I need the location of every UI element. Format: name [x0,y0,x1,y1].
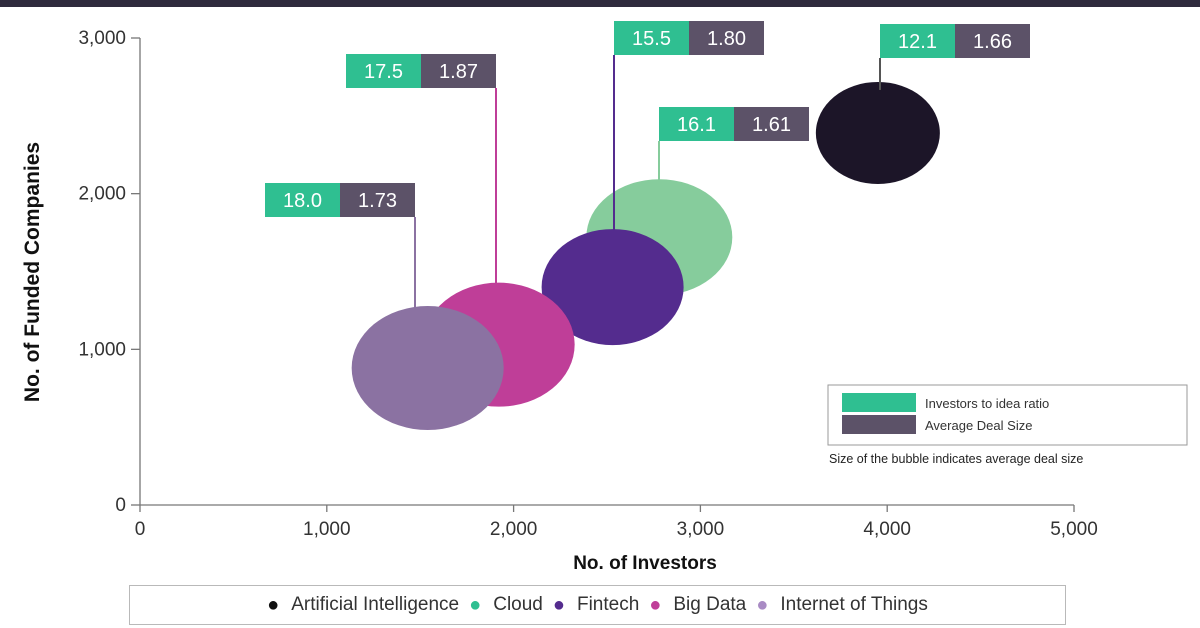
y-tick-label: 1,000 [78,339,126,360]
legend-item-fintech: ● Fintech [553,594,639,616]
bubble-fintech [541,229,684,346]
deal-box-internet-of-things [340,183,415,217]
series-legend: ● Artificial Intelligence ● Cloud ● Fintech ● B… [129,585,1066,625]
bubble-artificial-intelligence [815,81,940,184]
legend-label: Fintech [576,594,640,615]
x-tick-label: 3,000 [677,519,725,540]
legend-label: Big Data [673,594,747,615]
legend-label: Cloud [493,594,543,615]
ratio-box-fintech [614,21,689,55]
deal-box-fintech [689,21,764,55]
legend-dot-icon: ● [649,594,662,616]
y-tick-label: 0 [115,495,126,516]
deal-box-big-data [421,54,496,88]
legend-item-internet-of-things: ● Internet of Things [756,594,928,616]
bubble-chart: 0 1,000 2,000 3,000 0 1,000 2,000 3,000 4,000 5,0… [21,21,1188,574]
ratio-legend-label: Investors to idea ratio [925,396,1049,411]
legend-dot-icon: ● [469,594,482,616]
x-tick-label: 2,000 [490,519,538,540]
legend-dot-icon: ● [267,594,280,616]
ratio-box-cloud [659,107,734,141]
ratio-value-internet-of-things: 18.0 [283,190,322,212]
ratio-swatch [842,393,916,412]
legend-label: Artificial Intelligence [291,594,460,615]
top-bar [0,0,1200,7]
deal-size-swatch [842,415,916,434]
deal-value-artificial-intelligence: 1.66 [973,31,1012,53]
label-legend: Investors to idea ratio Average Deal Siz… [827,384,1188,466]
legend-label: Internet of Things [780,594,928,615]
x-axis-title: No. of Investors [573,553,717,574]
legend-dot-icon: ● [756,594,769,616]
bubble-internet-of-things [351,306,504,431]
bubble-size-note: Size of the bubble indicates average dea… [829,452,1083,466]
label-legend-box [827,384,1188,446]
ratio-value-cloud: 16.1 [677,114,716,136]
legend-item-big-data: ● Big Data [649,594,746,616]
x-tick-label: 5,000 [1050,519,1098,540]
ratio-box-artificial-intelligence [880,24,955,58]
ratio-box-big-data [346,54,421,88]
legend-item-artificial-intelligence: ● Artificial Intelligence [267,594,459,616]
deal-box-artificial-intelligence [955,24,1030,58]
ratio-value-big-data: 17.5 [364,61,403,83]
ratio-value-artificial-intelligence: 12.1 [898,31,937,53]
ratio-box-internet-of-things [265,183,340,217]
deal-value-big-data: 1.87 [439,61,478,83]
deal-legend-label: Average Deal Size [925,418,1032,433]
deal-value-internet-of-things: 1.73 [358,190,397,212]
x-tick-label: 0 [135,519,146,540]
deal-box-cloud [734,107,809,141]
legend-item-cloud: ● Cloud [469,594,543,616]
x-tick-label: 4,000 [863,519,911,540]
x-tick-label: 1,000 [303,519,351,540]
deal-value-cloud: 1.61 [752,114,791,136]
ratio-value-fintech: 15.5 [632,28,671,50]
deal-value-fintech: 1.80 [707,28,746,50]
y-axis-title: No. of Funded Companies [21,142,44,402]
y-tick-label: 2,000 [78,184,126,205]
legend-dot-icon: ● [552,594,565,616]
y-tick-label: 3,000 [78,28,126,49]
